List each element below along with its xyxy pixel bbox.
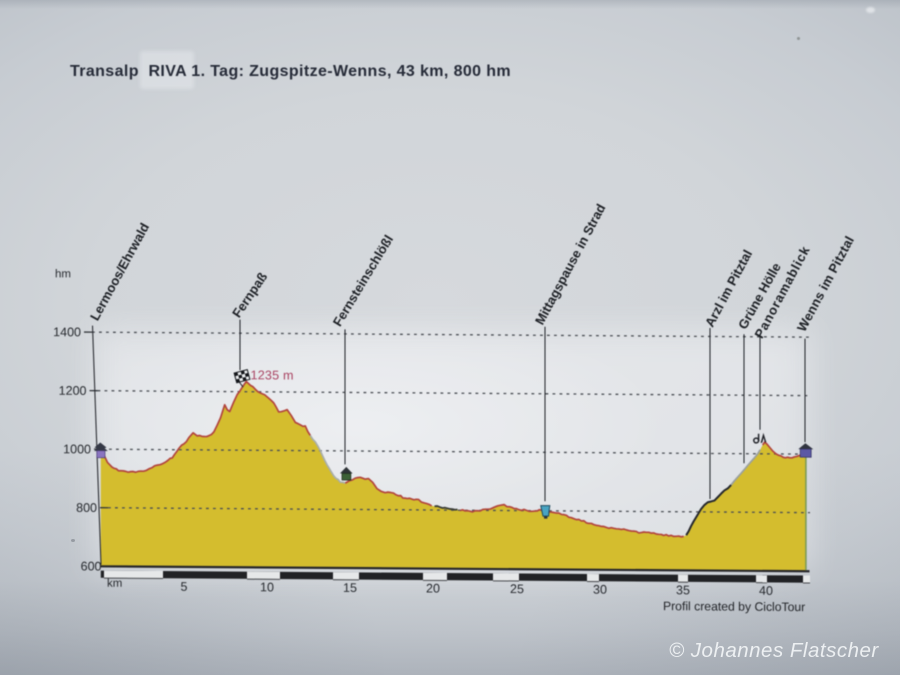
svg-text:Profil created by CicloTour: Profil created by CicloTour: [663, 599, 805, 614]
svg-text:15: 15: [343, 581, 357, 595]
svg-text:5: 5: [181, 580, 188, 594]
svg-text:1235 m: 1235 m: [251, 368, 294, 382]
svg-text:Mittagspause in Strad: Mittagspause in Strad: [532, 201, 609, 327]
svg-text:600: 600: [81, 559, 102, 573]
svg-text:40: 40: [759, 584, 773, 598]
svg-text:Lermoos/Ehrwald: Lermoos/Ehrwald: [87, 220, 152, 323]
svg-text:10: 10: [260, 580, 274, 594]
svg-text:25: 25: [510, 582, 524, 596]
svg-text:1000: 1000: [63, 442, 91, 456]
svg-text:hm: hm: [55, 268, 71, 280]
svg-text:30: 30: [593, 583, 607, 597]
svg-text:km: km: [107, 578, 122, 590]
svg-text:35: 35: [676, 583, 690, 597]
svg-text:20: 20: [426, 581, 440, 595]
svg-text:800: 800: [76, 501, 97, 515]
svg-text:1400: 1400: [53, 325, 81, 339]
svg-text:Fernsteinschlößl: Fernsteinschlößl: [330, 232, 396, 329]
svg-text:Fernpaß: Fernpaß: [229, 270, 270, 321]
svg-text:1200: 1200: [59, 384, 87, 398]
